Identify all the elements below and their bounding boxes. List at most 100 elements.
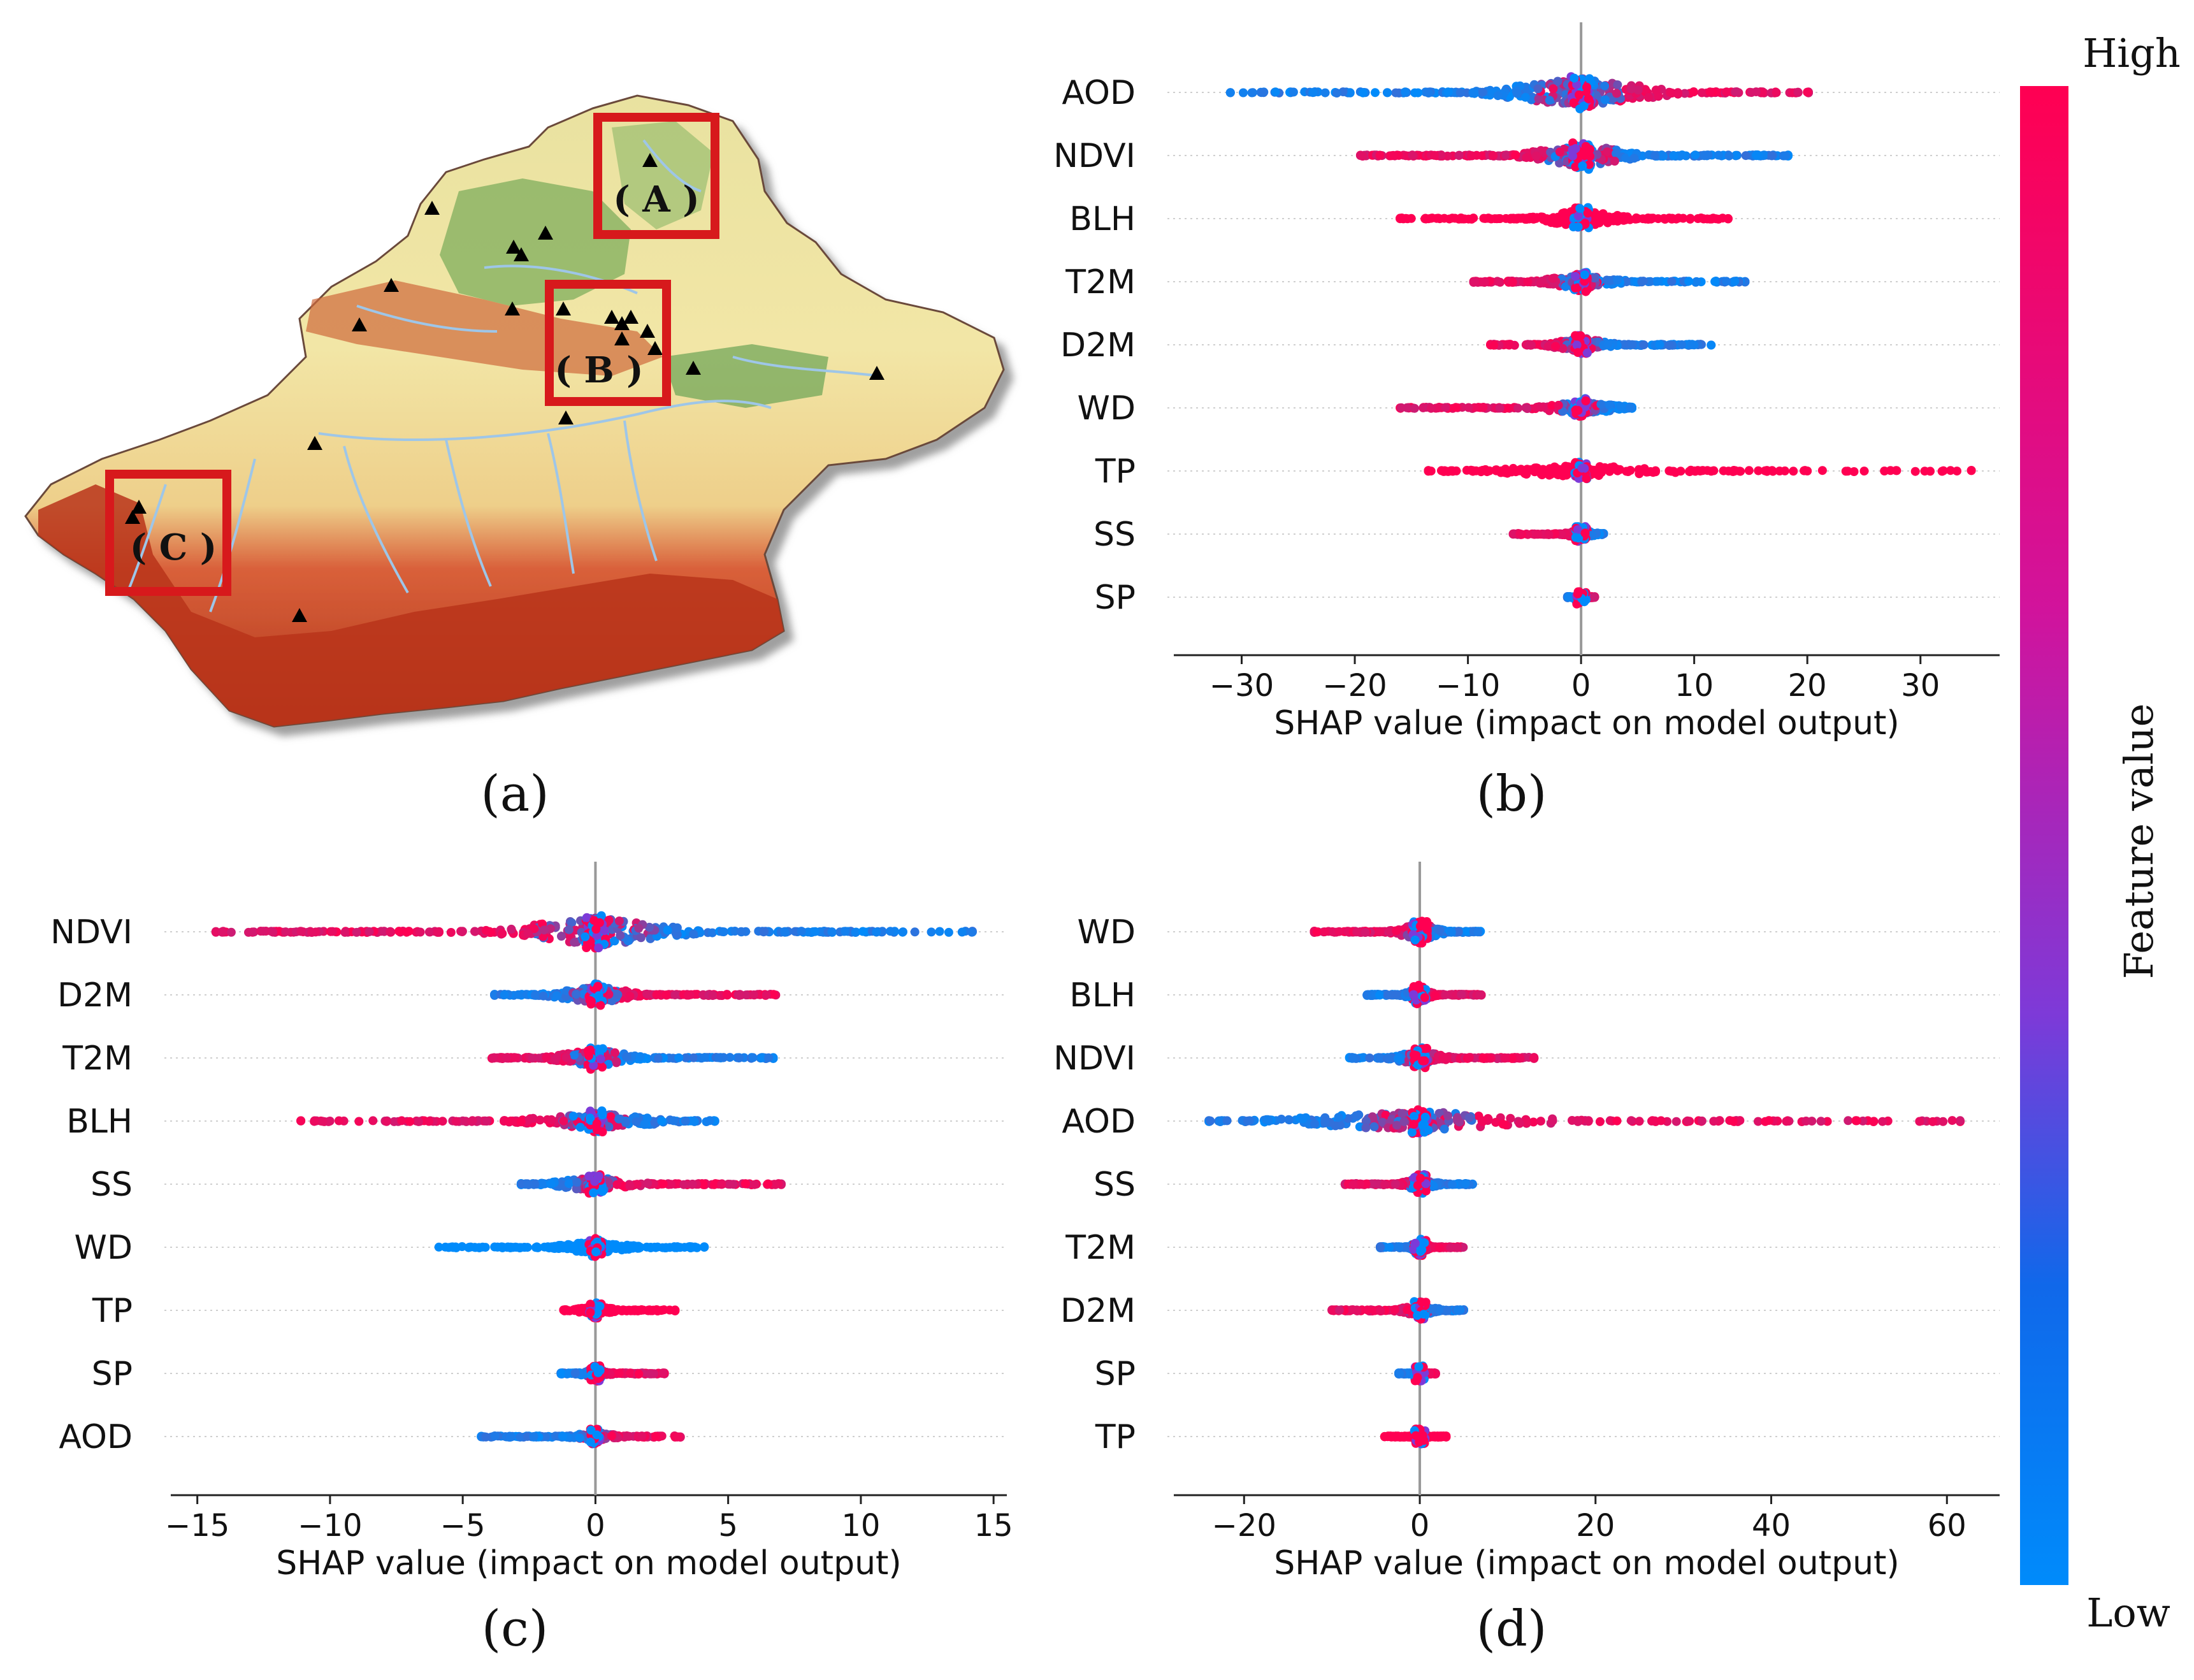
shap-dot [564,925,574,934]
shap-dot [1581,287,1591,296]
shap-dot [1544,530,1554,539]
feature-dots-wd [434,1234,709,1261]
shap-dot [623,1052,631,1062]
feature-dots-blh [1396,203,1733,233]
shap-dot [570,1242,579,1252]
shap-dot [1724,151,1734,161]
shap-dot [1522,404,1532,413]
shap-dot [1533,84,1543,94]
shap-dot [1383,88,1392,98]
shap-dot [1714,150,1723,160]
shap-dot [841,927,850,936]
shap-dot [1703,150,1713,160]
shap-dot [1605,276,1614,286]
shap-dot [1573,211,1583,221]
shap-dot [1396,403,1406,412]
shap-dot [1522,153,1531,163]
shap-dot [424,1117,433,1126]
shap-dot [1462,465,1471,475]
shap-dot [594,991,603,1001]
shap-dot [1731,150,1741,160]
shap-dot [281,927,291,937]
shap-dot [424,927,434,937]
shap-dot [1447,466,1455,475]
shap-dot [382,1117,391,1126]
shap-dot [1554,400,1563,410]
region-box-a [593,113,719,239]
shap-dot [1760,466,1770,475]
shap-dot [1573,283,1582,293]
shap-dot [1667,277,1677,286]
shap-dot [1454,150,1464,160]
shap-dot [1345,88,1355,98]
shap-dot [1551,342,1560,351]
feature-label: T2M [62,1039,133,1078]
shap-dot [1751,87,1761,97]
shap-dot [1621,153,1631,163]
feature-label: T2M [1065,263,1136,301]
shap-dot [328,927,337,936]
station-marker [538,226,553,240]
shap-dot [1520,469,1529,478]
shap-dot [1410,403,1419,413]
shap-dot [689,929,698,939]
feature-dots-blh [296,1106,719,1136]
shap-dot [1626,84,1636,94]
shap-dot [1629,154,1639,163]
shap-dot [619,1244,628,1254]
shap-dot [643,1178,653,1188]
station-marker [623,310,639,324]
shap-dot [660,1243,670,1252]
shap-dot [1711,214,1721,224]
shap-dot [1730,467,1740,475]
feature-label: BLH [1069,200,1136,238]
shap-dot [1680,89,1689,98]
x-tick-label: 15 [974,1508,1013,1544]
shap-dot [1596,400,1606,409]
shap-dot [600,926,609,936]
shap-dot [1579,101,1589,111]
station-marker [647,341,663,355]
shap-dot [584,1051,593,1061]
shap-dot [1479,214,1489,223]
shap-dot [1580,528,1590,538]
feature-label: BLH [66,1103,133,1141]
shap-dot [538,991,548,1001]
feature-dots-d2m [1486,331,1716,358]
shap-dot [1585,160,1594,170]
shap-dot [1469,214,1478,223]
shap-dot [1451,403,1461,412]
shap-dot [1545,96,1554,105]
shap-dot [653,1054,663,1063]
shap-dot [1426,403,1436,413]
station-marker [642,153,658,167]
feature-label: SS [1093,516,1136,554]
station-marker [604,310,619,324]
station-marker [614,331,630,345]
shap-dot [1643,92,1653,102]
shap-dot [1573,222,1583,232]
shap-dot [1507,467,1517,477]
shap-dot [481,925,491,935]
shap-dot [1520,92,1530,102]
shap-dot [598,1110,607,1120]
shap-dot [672,923,682,932]
station-marker [384,278,399,292]
shap-dot [734,1054,744,1062]
shap-dot [559,1116,568,1126]
shap-dot [552,991,561,1001]
shap-dot [1580,277,1589,286]
feature-dots-tp [1424,458,1976,484]
shap-dot [614,916,624,925]
shap-dot [1671,468,1680,477]
shap-dot [1512,89,1522,98]
shap-dot [502,1053,511,1062]
shap-dot [594,943,603,953]
station-marker [125,510,140,524]
shap-dot [507,924,516,934]
station-marker [558,410,574,424]
shap-dot [1371,88,1380,98]
shap-dot [811,927,820,936]
shap-dot [368,1116,378,1126]
shap-dot [268,927,278,937]
